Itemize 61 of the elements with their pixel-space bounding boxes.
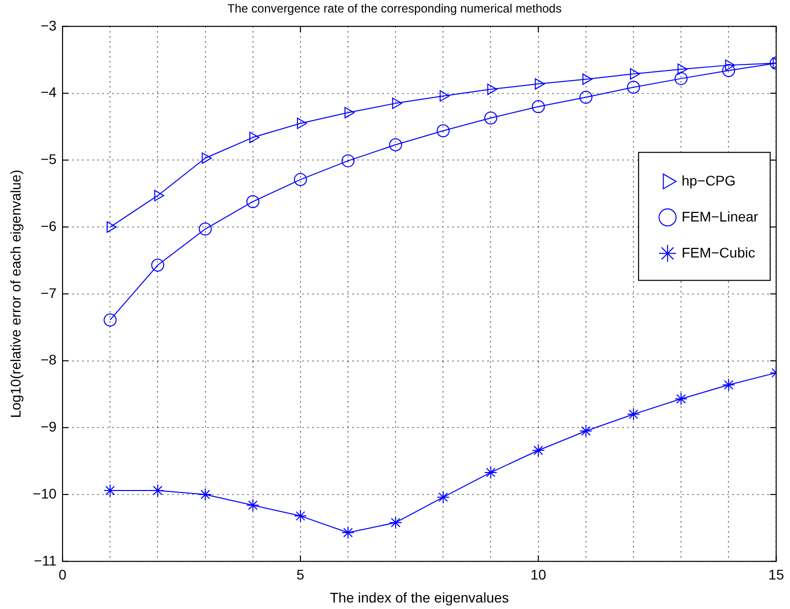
point bbox=[674, 72, 688, 86]
point bbox=[342, 526, 355, 540]
y-tick-label: −7 bbox=[40, 284, 57, 301]
point bbox=[579, 424, 592, 438]
point bbox=[725, 59, 736, 71]
y-tick-label: −9 bbox=[40, 418, 57, 435]
point bbox=[294, 173, 307, 186]
x-tick-label: 10 bbox=[530, 566, 546, 583]
point bbox=[342, 154, 355, 168]
point bbox=[246, 195, 260, 208]
point bbox=[246, 498, 260, 512]
point bbox=[151, 258, 164, 272]
y-tick-label: −11 bbox=[34, 552, 57, 568]
point bbox=[151, 484, 164, 498]
point bbox=[249, 132, 260, 144]
point bbox=[389, 516, 402, 530]
x-tick-label: 0 bbox=[58, 566, 67, 583]
point bbox=[294, 509, 307, 522]
y-tick-label: −8 bbox=[40, 352, 57, 368]
point bbox=[392, 98, 402, 110]
y-tick-label: −10 bbox=[32, 485, 57, 502]
x-tick-label: 5 bbox=[296, 566, 305, 583]
y-axis-title: Log10(relative error of each eigenvalue) bbox=[7, 170, 24, 418]
x-axis-title: The index of the eigenvalues bbox=[330, 589, 509, 606]
point bbox=[534, 78, 545, 90]
point bbox=[198, 488, 212, 502]
point bbox=[436, 124, 450, 138]
legend-label: FEM−Linear bbox=[682, 208, 759, 224]
point bbox=[674, 392, 688, 406]
point bbox=[344, 106, 355, 118]
point bbox=[532, 100, 545, 114]
legend-label: hp−CPG bbox=[682, 172, 736, 188]
y-tick-label: −5 bbox=[40, 151, 57, 168]
point bbox=[626, 80, 640, 94]
point bbox=[626, 408, 640, 421]
point bbox=[106, 221, 117, 233]
point bbox=[484, 466, 498, 479]
point bbox=[436, 490, 450, 504]
point bbox=[296, 118, 307, 130]
chart-title: The convergence rate of the corresponding numerical methods bbox=[227, 2, 562, 16]
point bbox=[678, 64, 688, 75]
point bbox=[579, 90, 592, 104]
point bbox=[440, 90, 450, 102]
x-tick-label: 15 bbox=[768, 566, 784, 583]
y-tick-label: −3 bbox=[40, 17, 57, 34]
point bbox=[198, 222, 212, 236]
point bbox=[722, 378, 736, 392]
point bbox=[532, 444, 545, 457]
point bbox=[389, 138, 402, 152]
point bbox=[487, 84, 498, 95]
legend-label: FEM−Cubic bbox=[682, 244, 756, 260]
y-tick-label: −4 bbox=[40, 84, 57, 100]
point bbox=[722, 64, 736, 78]
y-tick-label: −6 bbox=[40, 218, 57, 234]
point bbox=[582, 74, 592, 85]
point bbox=[104, 484, 117, 498]
point bbox=[202, 152, 212, 164]
point bbox=[154, 190, 164, 202]
point bbox=[484, 112, 498, 125]
point bbox=[630, 68, 640, 80]
point bbox=[104, 313, 117, 326]
